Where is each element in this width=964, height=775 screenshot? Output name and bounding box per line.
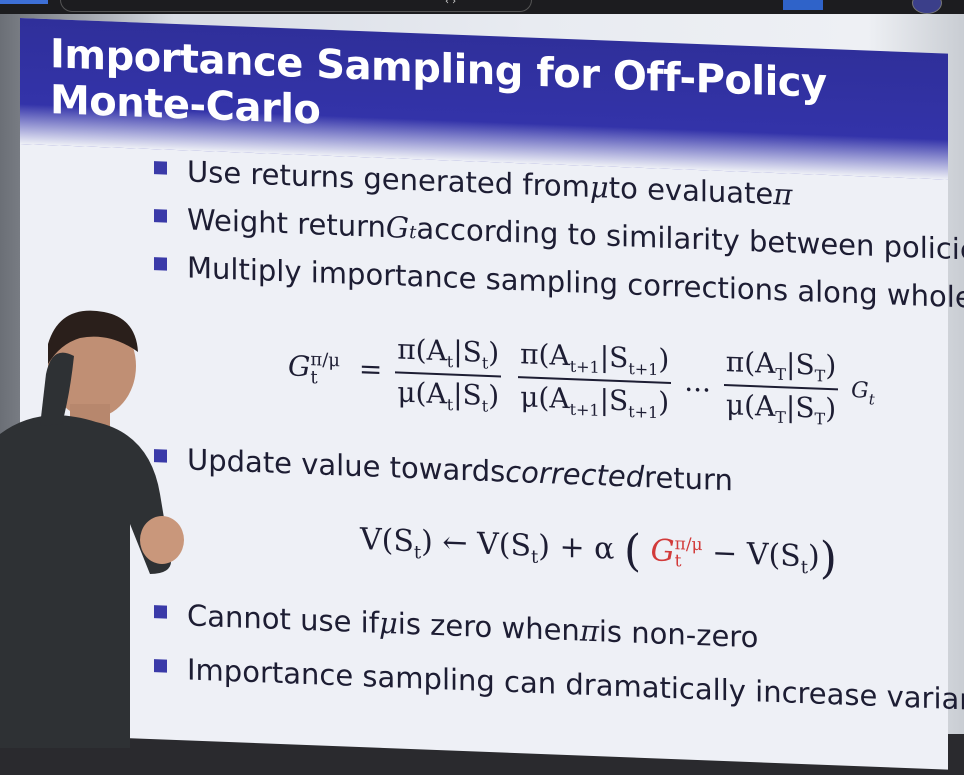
avatar[interactable] bbox=[912, 0, 942, 14]
video-frame: Importance Sampling for Off-Policy Monte… bbox=[0, 14, 964, 770]
bullet-item: Importance sampling can dramatically inc… bbox=[154, 651, 964, 718]
address-bar[interactable] bbox=[60, 0, 532, 12]
presenter-figure bbox=[0, 310, 184, 748]
toolbar-button[interactable] bbox=[783, 0, 823, 10]
browser-top-bar: ‹ › bbox=[0, 0, 964, 14]
bullet-square-icon bbox=[154, 209, 167, 223]
fraction: π(At+1|St+1) μ(At+1|St+1) bbox=[518, 337, 672, 422]
nav-arrows-icon[interactable]: ‹ › bbox=[445, 0, 457, 7]
active-tab-indicator[interactable] bbox=[0, 0, 48, 4]
fraction: π(At|St) μ(At|St) bbox=[395, 332, 502, 416]
bullet-item: Cannot use if μ is zero when π is non-ze… bbox=[154, 597, 758, 654]
bullet-square-icon bbox=[154, 257, 167, 271]
bullet-item: Update value towards corrected return bbox=[154, 441, 733, 497]
fraction: π(AT|ST) μ(AT|ST) bbox=[723, 345, 839, 429]
bullet-square-icon bbox=[154, 161, 167, 175]
